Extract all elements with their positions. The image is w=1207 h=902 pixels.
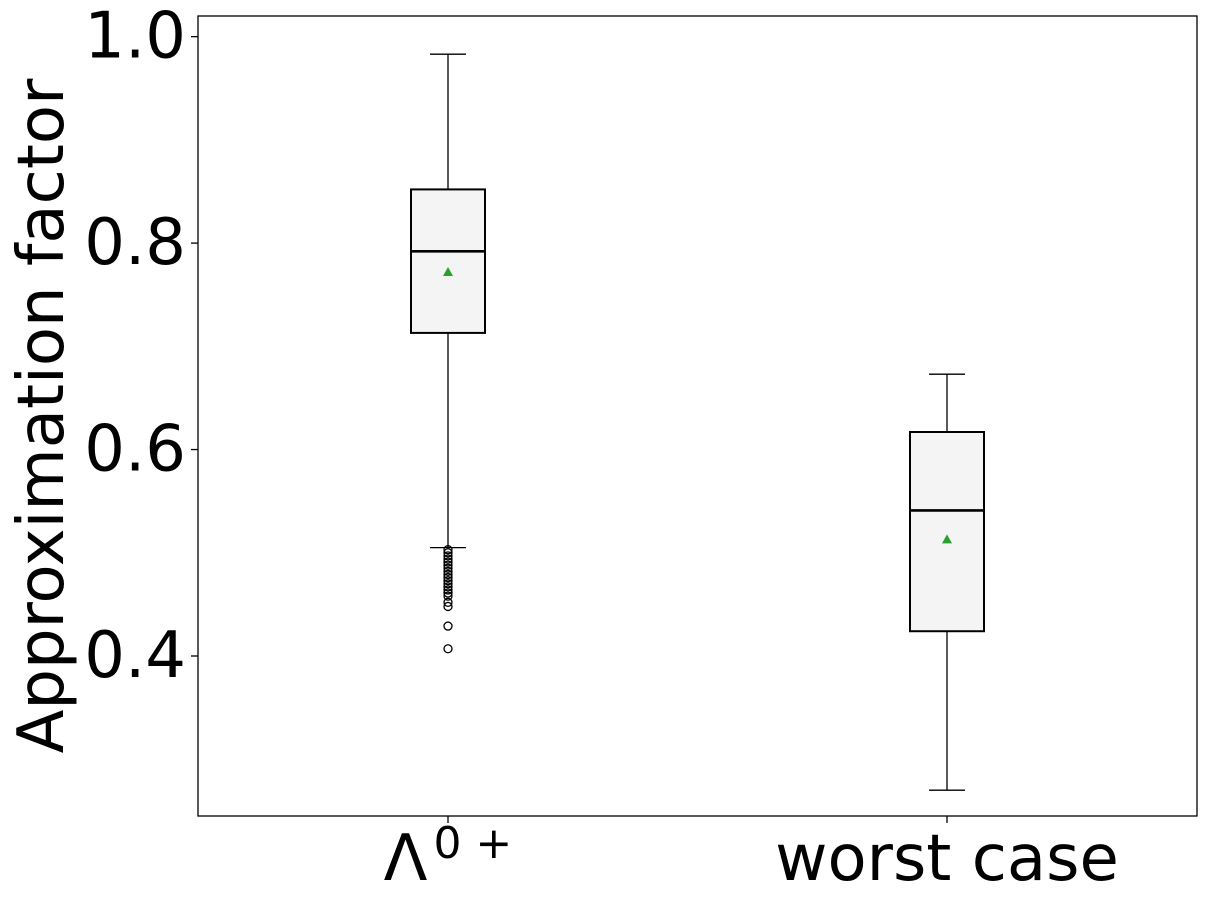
outlier-point	[443, 644, 453, 654]
y-tick-label: 1.0	[84, 0, 186, 74]
outlier-point	[443, 575, 453, 586]
outlier-point	[443, 597, 453, 607]
outlier-point	[443, 582, 453, 592]
y-tick-label: 0.6	[84, 413, 186, 487]
x-tick-label-superscript: 0 +	[433, 818, 512, 869]
x-tick-label-base: worst case	[775, 822, 1119, 896]
outlier-point	[443, 601, 453, 612]
mean-marker	[443, 267, 453, 276]
outlier-point	[443, 548, 453, 558]
outlier-point	[443, 591, 453, 601]
outlier-point	[443, 585, 453, 595]
y-axis: 0.4 0.6 0.8 1.0	[84, 0, 198, 693]
y-axis-label: Approximation factor	[5, 78, 79, 753]
x-tick-label: worst case	[775, 822, 1119, 896]
outlier-point	[443, 579, 453, 589]
outlier-point	[443, 572, 453, 583]
iqr-box	[410, 188, 486, 334]
outlier-point	[443, 545, 453, 555]
y-tick-label: 0.8	[84, 206, 186, 280]
outlier-point	[443, 588, 453, 598]
outlier-point	[443, 563, 453, 573]
axes-frame	[197, 15, 1198, 817]
outlier-point	[443, 560, 453, 570]
iqr-box	[909, 431, 985, 633]
x-tick-label-base: Λ	[384, 822, 428, 896]
plot-area	[410, 53, 985, 791]
outlier-point	[443, 569, 453, 580]
outlier-point	[443, 566, 453, 577]
y-tick-label: 0.4	[84, 619, 186, 693]
outlier-point	[443, 621, 453, 631]
box-group-1	[410, 53, 486, 654]
box-group-2	[909, 373, 985, 791]
outlier-point	[443, 557, 453, 567]
mean-marker	[942, 534, 952, 544]
outlier-point	[443, 554, 453, 564]
outlier-point	[443, 551, 453, 561]
